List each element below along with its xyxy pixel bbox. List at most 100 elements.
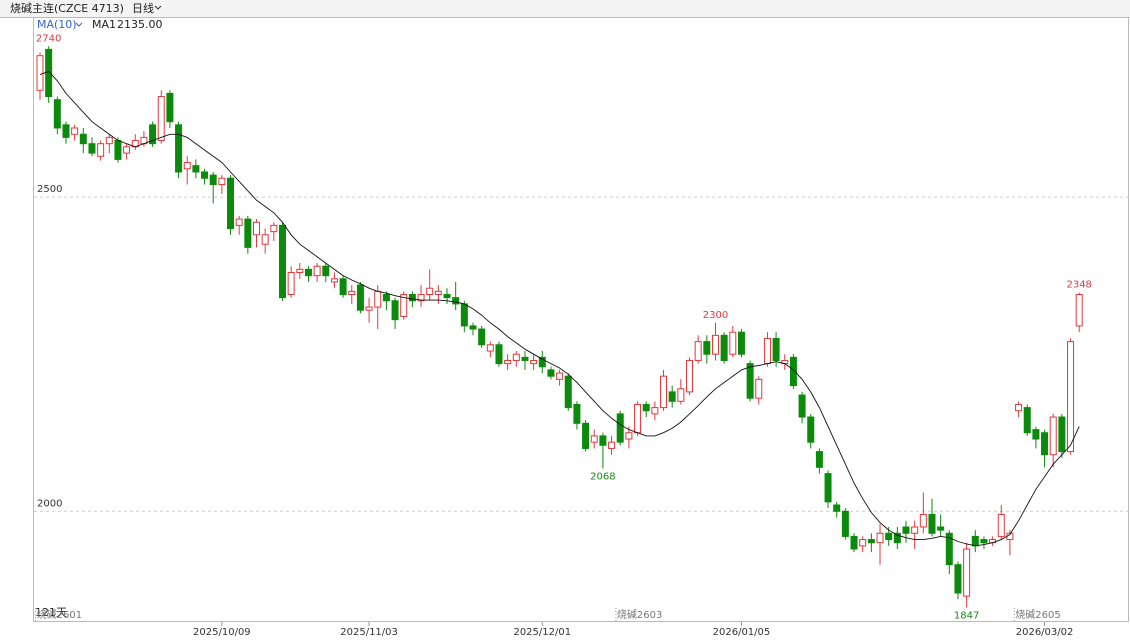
candle-body — [452, 297, 460, 305]
indicator-selector[interactable]: MA(10) — [37, 18, 77, 31]
candle-body — [911, 526, 919, 534]
candle-body — [157, 96, 165, 142]
y-tick-label: 2500 — [37, 184, 62, 195]
candle-body — [278, 224, 286, 299]
candle-body — [746, 363, 754, 399]
candle-body — [365, 306, 373, 311]
toolbar — [0, 0, 1130, 17]
candle-body — [53, 99, 61, 129]
candle-body — [755, 378, 763, 399]
candle-body — [218, 177, 226, 186]
candle-body — [651, 407, 659, 415]
candle-body — [313, 265, 321, 277]
candle-body — [244, 218, 252, 248]
candle-body — [616, 413, 624, 443]
candle-body — [564, 375, 572, 409]
span-label: 121天 — [35, 606, 67, 619]
candle-body — [443, 293, 451, 299]
contract-label: 烧碱2603 — [617, 608, 662, 621]
candle-body — [807, 416, 815, 443]
extreme-label: 2300 — [703, 310, 728, 321]
candle-body — [937, 526, 945, 531]
candle-body — [175, 124, 183, 173]
candle-body — [997, 513, 1005, 537]
candle-body — [763, 337, 771, 365]
candle-body — [902, 526, 910, 534]
candle-body — [642, 403, 650, 412]
candle-body — [261, 234, 269, 245]
candle-body — [512, 353, 520, 361]
candle-body — [105, 136, 113, 145]
candle-body — [356, 284, 364, 311]
candle-body — [209, 174, 217, 186]
candle-body — [36, 55, 44, 91]
candle-body — [954, 564, 962, 594]
candle-body — [1075, 293, 1083, 327]
candle-body — [677, 388, 685, 402]
candle-body — [599, 435, 607, 446]
candle-body — [608, 441, 616, 449]
candle-body — [1023, 407, 1031, 434]
candle-body — [590, 435, 598, 443]
candle-body — [547, 369, 555, 377]
candle-body — [573, 403, 581, 424]
x-tick-label: 2025/11/03 — [340, 627, 398, 638]
candle-body — [660, 375, 668, 409]
candle-body — [192, 165, 200, 173]
candle-body — [1032, 429, 1040, 440]
candle-body — [538, 356, 546, 368]
candle-body — [322, 265, 330, 277]
candle-body — [737, 331, 745, 355]
candle-body — [391, 300, 399, 321]
candle-body — [833, 504, 841, 512]
candle-body — [1058, 416, 1066, 453]
candle-body — [504, 359, 512, 365]
candle-body — [1067, 341, 1075, 453]
candle-body — [530, 359, 538, 365]
candle-body — [772, 337, 780, 361]
x-tick-label: 2025/12/01 — [513, 627, 571, 638]
candle-body — [1041, 432, 1049, 456]
candle-body — [408, 293, 416, 302]
candle-body — [253, 221, 260, 236]
candle-body — [928, 513, 936, 534]
candle-body — [330, 278, 338, 283]
candle-body — [123, 146, 131, 154]
candle-body — [304, 268, 312, 277]
candle-body — [434, 290, 442, 295]
candle-body — [789, 356, 797, 387]
candle-body — [945, 532, 953, 566]
ma-name: MA1 — [92, 18, 116, 31]
candle-body — [634, 403, 642, 434]
dropdown-icon[interactable] — [154, 5, 162, 10]
candle-body — [668, 391, 676, 402]
candle-body — [183, 162, 191, 170]
candle-body — [963, 548, 971, 597]
candle-body — [270, 224, 278, 233]
candle-body — [339, 278, 347, 295]
candle-body — [374, 290, 382, 308]
x-tick-label: 2025/10/09 — [193, 627, 251, 638]
contract-label: 烧碱2601 — [37, 608, 82, 621]
candle-body — [426, 287, 434, 295]
contract-label: 烧碱2605 — [1015, 608, 1060, 621]
candle-body — [625, 432, 633, 440]
candle-body — [149, 124, 157, 145]
candle-body — [201, 171, 209, 179]
candle-body — [495, 344, 503, 365]
x-tick-label: 2026/03/02 — [1016, 627, 1074, 638]
candle-body — [815, 451, 823, 468]
plot-frame — [33, 17, 1129, 622]
candle-body — [694, 341, 702, 361]
candle-body — [980, 539, 988, 544]
candle-body — [469, 325, 477, 330]
candle-body — [486, 344, 494, 352]
extreme-label: 2740 — [36, 33, 61, 44]
dropdown-icon[interactable] — [75, 22, 83, 27]
candle-body — [71, 127, 79, 135]
candle-body — [729, 331, 737, 355]
candle-body — [867, 539, 875, 544]
period-selector[interactable]: 日线 — [132, 1, 154, 15]
